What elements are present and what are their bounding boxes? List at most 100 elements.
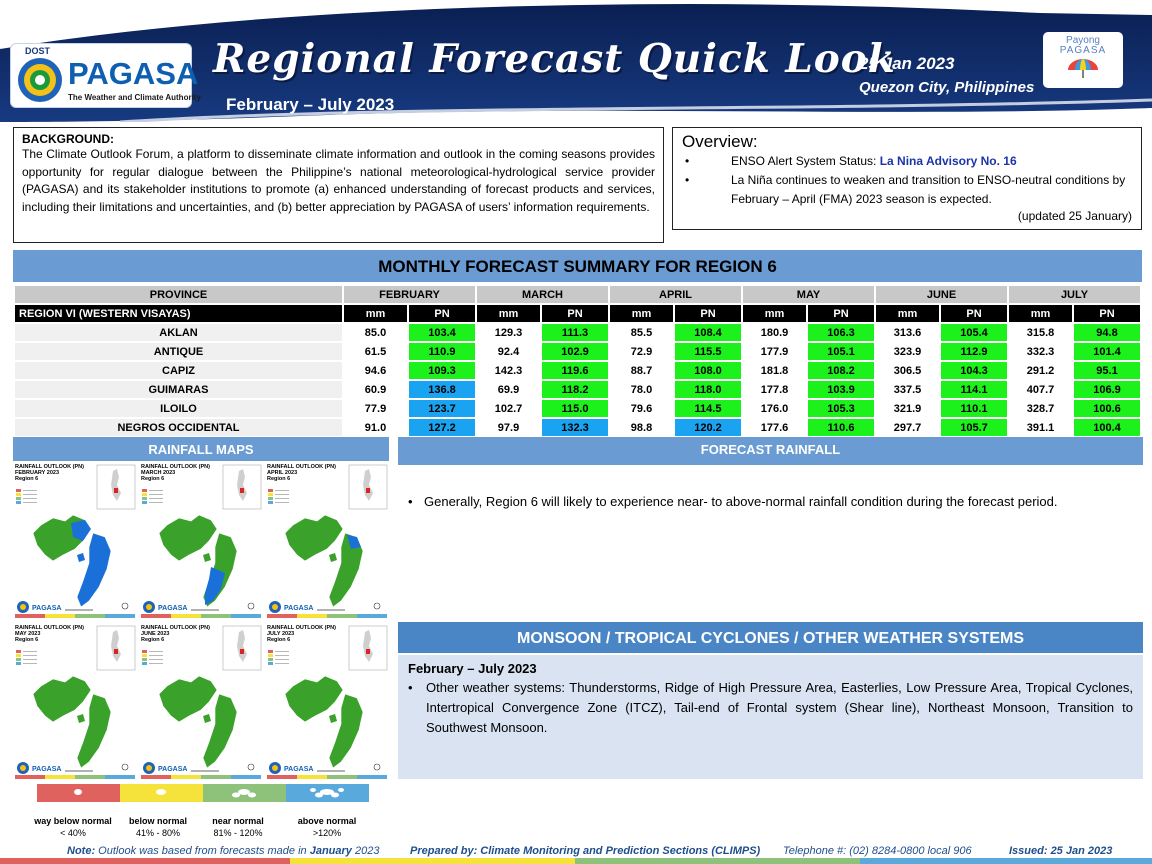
province-cell: CAPIZ xyxy=(15,362,342,379)
forecast-rainfall-title: FORECAST RAINFALL xyxy=(398,437,1143,465)
mm-cell: 97.9 xyxy=(477,419,540,436)
footer-prepared: Prepared by: Climate Monitoring and Pred… xyxy=(410,845,761,857)
pn-cell: 110.6 xyxy=(808,419,874,436)
map-caption-line: JUNE 2023 xyxy=(141,631,170,637)
overview-updated: (updated 25 January) xyxy=(1017,209,1132,223)
table-row: ANTIQUE 61.5 110.9 92.4 102.9 72.9 115.5 177.9 1… xyxy=(15,343,1140,360)
legend-swatch xyxy=(37,784,120,802)
pn-header: PN xyxy=(1074,305,1140,322)
background-panel: BACKGROUND: The Climate Outlook Forum, a… xyxy=(13,127,664,243)
payong-label-2: PAGASA xyxy=(1059,45,1107,56)
map-caption-line: MARCH 2023 xyxy=(141,470,176,476)
agency-tagline: The Weather and Climate Authority xyxy=(68,93,201,102)
mm-header: mm xyxy=(876,305,939,322)
mm-cell: 88.7 xyxy=(610,362,673,379)
province-cell: ANTIQUE xyxy=(15,343,342,360)
legend-range: 81% - 120% xyxy=(213,828,263,838)
rainfall-map: PAGASA RAINFALL OUTLOOK (PN) JUNE 2023 R… xyxy=(139,624,263,781)
map-caption-line: Region 6 xyxy=(15,637,39,643)
pn-cell: 120.2 xyxy=(675,419,741,436)
month-header-row: PROVINCE FEBRUARY MARCH APRIL MAY JUNE J… xyxy=(15,286,1140,303)
map-caption-line: RAINFALL OUTLOOK (PN) xyxy=(15,625,84,631)
map-caption-line: RAINFALL OUTLOOK (PN) xyxy=(15,464,84,470)
mm-cell: 78.0 xyxy=(610,381,673,398)
forecast-rainfall-text: • Generally, Region 6 will likely to exp… xyxy=(408,492,1134,511)
province-cell: GUIMARAS xyxy=(15,381,342,398)
legend-range: 41% - 80% xyxy=(135,828,181,838)
pn-cell: 114.5 xyxy=(675,400,741,417)
map-caption-line: MAY 2023 xyxy=(15,631,41,637)
mm-cell: 79.6 xyxy=(610,400,673,417)
legend-category: above normal xyxy=(297,816,357,826)
rainfall-map: PAGASA RAINFALL OUTLOOK (PN) MARCH 2023 … xyxy=(139,463,263,620)
pn-cell: 108.2 xyxy=(808,362,874,379)
mm-header: mm xyxy=(743,305,806,322)
map-caption-line: JULY 2023 xyxy=(267,631,295,637)
cloud-rain-icon xyxy=(232,789,256,798)
bullet-icon: • xyxy=(685,173,690,187)
pn-cell: 110.9 xyxy=(409,343,475,360)
region6-map-graphic: PAGASA xyxy=(141,464,262,618)
mm-cell: 98.8 xyxy=(610,419,673,436)
note-year: 2023 xyxy=(351,845,380,857)
enso-advisory: La Nina Advisory No. 16 xyxy=(879,154,1017,168)
pn-cell: 115.0 xyxy=(542,400,608,417)
mm-cell: 61.5 xyxy=(344,343,407,360)
page-title: Regional Forecast Quick Look xyxy=(213,36,896,82)
mm-cell: 306.5 xyxy=(876,362,939,379)
pn-cell: 114.1 xyxy=(941,381,1007,398)
mm-cell: 142.3 xyxy=(477,362,540,379)
weather-systems-text: • Other weather systems: Thunderstorms, … xyxy=(408,678,1133,738)
mm-cell: 77.9 xyxy=(344,400,407,417)
map-caption-line: RAINFALL OUTLOOK (PN) xyxy=(267,464,336,470)
pn-header: PN xyxy=(941,305,1007,322)
province-header: PROVINCE xyxy=(15,286,342,303)
agency-name: PAGASA xyxy=(68,56,199,91)
pn-cell: 136.8 xyxy=(409,381,475,398)
legend-label: near normal 81% - 120% xyxy=(193,815,283,839)
rainfall-map: PAGASA RAINFALL OUTLOOK (PN) FEBRUARY 20… xyxy=(13,463,137,620)
mm-cell: 337.5 xyxy=(876,381,939,398)
legend-swatch xyxy=(120,784,203,802)
svg-text:PAGASA: PAGASA xyxy=(158,766,187,773)
map-caption: RAINFALL OUTLOOK (PN) JUNE 2023 Region 6 xyxy=(141,625,210,643)
pn-cell: 101.4 xyxy=(1074,343,1140,360)
pn-cell: 102.9 xyxy=(542,343,608,360)
map-caption-line: Region 6 xyxy=(267,476,291,482)
svg-text:PAGASA: PAGASA xyxy=(284,605,313,612)
mm-cell: 94.6 xyxy=(344,362,407,379)
region-label: REGION VI (WESTERN VISAYAS) xyxy=(15,305,342,322)
weather-systems-body: Other weather systems: Thunderstorms, Ri… xyxy=(426,680,1133,735)
month-header: APRIL xyxy=(610,286,741,303)
pagasa-seal-icon xyxy=(18,58,62,102)
map-caption-line: RAINFALL OUTLOOK (PN) xyxy=(141,464,210,470)
pn-header: PN xyxy=(542,305,608,322)
bullet-icon: • xyxy=(408,494,413,509)
bullet-icon: • xyxy=(408,680,413,695)
mm-cell: 91.0 xyxy=(344,419,407,436)
background-text: The Climate Outlook Forum, a platform to… xyxy=(22,147,655,214)
map-caption-line: RAINFALL OUTLOOK (PN) xyxy=(141,625,210,631)
pn-cell: 119.6 xyxy=(542,362,608,379)
overview-bullet-enso: • ENSO Alert System Status: La Nina Advi… xyxy=(682,152,1132,171)
pn-cell: 118.2 xyxy=(542,381,608,398)
mm-cell: 129.3 xyxy=(477,324,540,341)
map-caption: RAINFALL OUTLOOK (PN) APRIL 2023 Region … xyxy=(267,464,336,482)
legend-label: way below normal < 40% xyxy=(28,815,118,839)
dost-label: DOST xyxy=(25,46,51,56)
background-heading: BACKGROUND: xyxy=(22,132,114,146)
legend-range: >120% xyxy=(312,828,342,838)
pn-cell: 109.3 xyxy=(409,362,475,379)
mm-cell: 332.3 xyxy=(1009,343,1072,360)
mm-cell: 291.2 xyxy=(1009,362,1072,379)
rainfall-maps-grid: PAGASA RAINFALL OUTLOOK (PN) FEBRUARY 20… xyxy=(13,463,389,781)
pn-cell: 115.5 xyxy=(675,343,741,360)
province-cell: ILOILO xyxy=(15,400,342,417)
mm-cell: 85.0 xyxy=(344,324,407,341)
header: DOST PAGASA The Weather and Climate Auth… xyxy=(0,0,1152,122)
pn-cell: 106.9 xyxy=(1074,381,1140,398)
mm-cell: 391.1 xyxy=(1009,419,1072,436)
pn-header: PN xyxy=(808,305,874,322)
region6-map-graphic: PAGASA xyxy=(267,625,388,779)
pn-cell: 105.1 xyxy=(808,343,874,360)
